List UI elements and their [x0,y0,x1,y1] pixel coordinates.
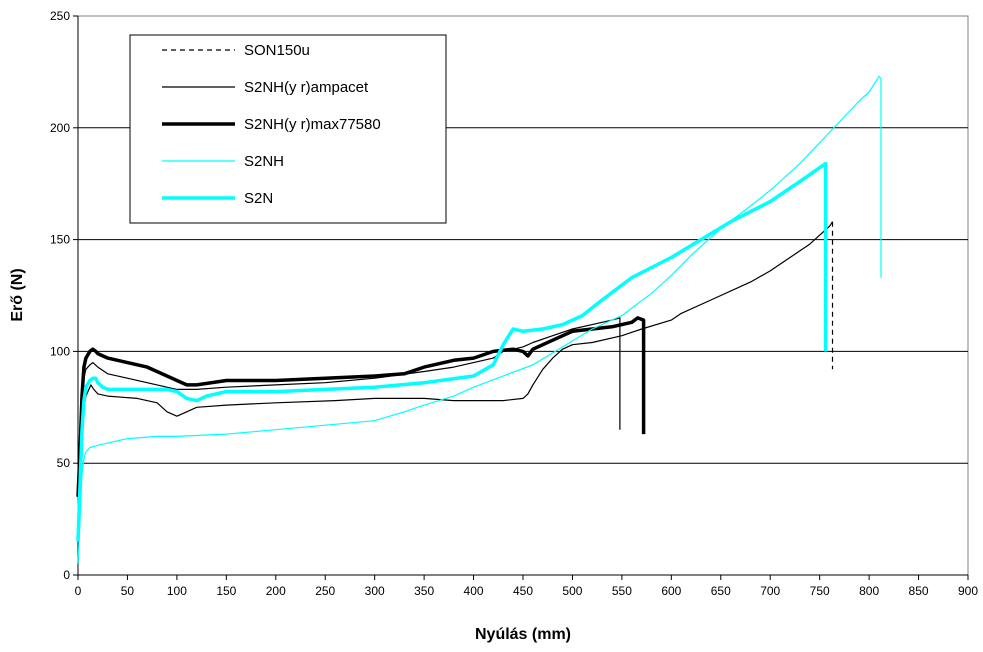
series-line-1 [77,221,834,564]
legend-box [129,34,447,224]
legend-label-2: S2NH(y r)ampacet [244,79,369,96]
x-tick-label-550: 550 [612,584,632,598]
x-axis-title: Nyúlás (mm) [475,626,571,643]
x-tick-label-350: 350 [414,584,434,598]
x-tick-labels: 0 50 100 150 200 250 300 350 400 450 500 550 600 650 7… [75,584,979,598]
x-tick-label-850: 850 [909,584,929,598]
series-group [76,75,882,564]
x-tick-label-600: 600 [661,584,681,598]
x-tick-label-700: 700 [760,584,780,598]
series-line-3 [76,316,646,497]
x-tick-label-300: 300 [365,584,385,598]
legend: SON150u S2NH(y r)ampacet S2NH(y r)max77580… [129,34,447,224]
series-line-4 [77,75,882,564]
legend-label-3: S2NH(y r)max77580 [244,116,381,133]
legend-label-4: S2NH [244,153,284,170]
y-tick-labels: 0 50 100 150 200 250 [50,9,70,582]
legend-label-1: SON150u [244,42,310,59]
x-tick-label-200: 200 [266,584,286,598]
x-tick-label-800: 800 [859,584,879,598]
y-tick-label-0: 0 [63,568,70,582]
x-tick-label-650: 650 [711,584,731,598]
x-tick-label-450: 450 [513,584,533,598]
y-tick-label-250: 250 [50,9,70,23]
y-axis-title: Erő (N) [9,268,26,321]
legend-label-5: S2N [244,190,273,207]
x-tick-label-750: 750 [810,584,830,598]
x-tick-label-500: 500 [562,584,582,598]
series-line-5 [76,161,828,542]
x-tick-label-100: 100 [167,584,187,598]
x-tick-label-250: 250 [315,584,335,598]
x-tick-label-900: 900 [958,584,978,598]
x-tick-label-50: 50 [121,584,135,598]
y-tick-label-200: 200 [50,121,70,135]
x-tick-label-150: 150 [216,584,236,598]
y-tick-label-100: 100 [50,344,70,358]
y-tick-label-50: 50 [57,456,71,470]
series-line-2 [77,317,621,564]
y-tick-label-150: 150 [50,233,70,247]
x-tick-label-400: 400 [464,584,484,598]
x-tick-label-0: 0 [75,584,82,598]
